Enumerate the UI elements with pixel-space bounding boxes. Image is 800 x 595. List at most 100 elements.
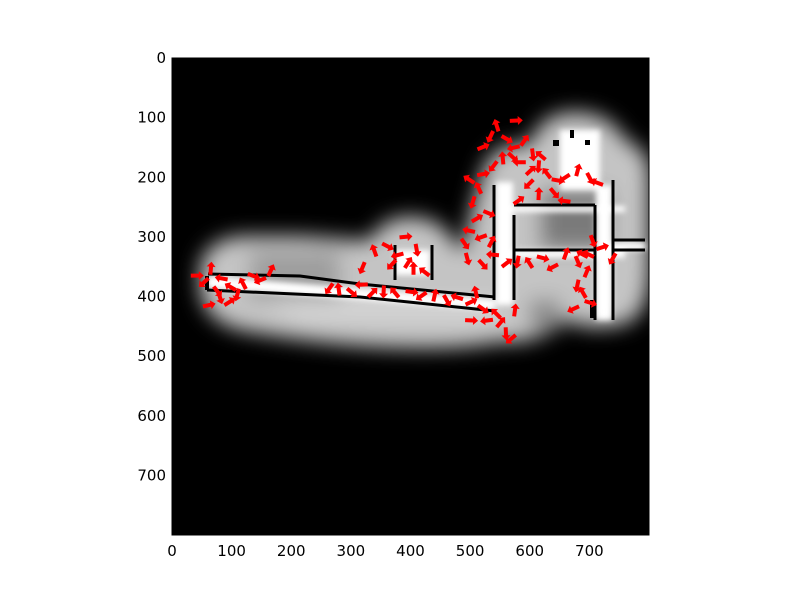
particle-arrow: [202, 300, 216, 310]
particle-arrow: [557, 196, 571, 206]
particle-arrow: [476, 169, 490, 179]
y-axis: 0 100 200 300 400 500 600 700: [137, 49, 176, 484]
particle-arrow: [576, 249, 589, 259]
particle-arrow: [524, 178, 535, 189]
plot-area: 0 100 200 300 400 500 600 700 0 100 200 300 400 500 6…: [137, 49, 650, 560]
particle-arrow: [357, 261, 367, 275]
particle-arrow: [519, 134, 530, 147]
particle-arrow: [390, 251, 404, 260]
x-tick-label: 100: [217, 542, 246, 560]
particle-arrow: [548, 187, 559, 199]
particle-arrow: [387, 258, 398, 270]
particle-arrow: [354, 280, 368, 290]
particle-arrow: [223, 297, 236, 307]
x-tick-label: 600: [515, 542, 544, 560]
particle-arrow: [536, 254, 550, 263]
particle-arrow: [542, 167, 553, 180]
particle-arrow: [412, 243, 422, 257]
particle-arrow: [206, 261, 216, 275]
y-tick-label: 0: [156, 49, 166, 67]
particle-arrow: [366, 287, 378, 299]
particle-arrow: [471, 285, 480, 299]
particle-arrow: [334, 282, 343, 296]
particle-arrow: [510, 303, 520, 317]
particle-arrow: [491, 118, 501, 132]
particle-arrow: [379, 285, 389, 299]
particle-arrow: [462, 225, 476, 235]
particle-arrow: [567, 304, 580, 314]
particle-arrow: [198, 276, 210, 288]
particle-arrow: [528, 148, 538, 162]
x-tick-label: 300: [337, 542, 366, 560]
particle-arrow: [474, 233, 488, 243]
particle-arrow: [534, 187, 544, 201]
particle-arrow: [491, 308, 502, 320]
particle-arrow: [459, 237, 470, 250]
x-tick-label: 0: [167, 542, 177, 560]
occupancy-map-image: [172, 58, 649, 535]
particle-arrow: [578, 286, 588, 299]
particle-arrow: [501, 327, 511, 341]
particle-arrow: [582, 265, 592, 278]
y-tick-label: 700: [137, 466, 166, 484]
particle-arrow: [488, 160, 499, 172]
particle-arrow: [463, 252, 473, 266]
particle-arrow: [232, 288, 242, 302]
particle-arrow: [486, 235, 497, 249]
particle-arrow: [238, 277, 248, 290]
particle-arrow: [595, 242, 609, 252]
particle-arrow: [506, 143, 521, 153]
particle-arrow: [224, 282, 237, 292]
particle-arrow: [482, 209, 496, 219]
particle-arrow: [476, 142, 490, 152]
particle-arrow: [409, 261, 418, 275]
particle-arrow: [558, 172, 571, 183]
particle-arrow: [506, 151, 518, 162]
particle-arrow: [419, 267, 431, 278]
x-axis: 0 100 200 300 400 500 600 700: [167, 531, 604, 560]
particle-arrow: [442, 294, 452, 307]
particle-arrow: [430, 288, 440, 302]
particle-arrow: [509, 115, 523, 125]
particle-arrow: [216, 291, 225, 305]
particle-arrow: [369, 244, 379, 258]
particle-arrow: [485, 130, 495, 143]
particle-arrow: [546, 262, 559, 273]
particle-arrow: [345, 286, 358, 298]
particle-arrow: [390, 287, 401, 299]
particle-arrow: [324, 282, 335, 295]
particle-arrow: [214, 273, 228, 283]
particle-arrow: [505, 333, 518, 344]
y-tick-label: 100: [137, 109, 166, 127]
particle-arrow: [477, 258, 488, 270]
particle-arrow: [561, 247, 571, 261]
x-tick-label: 400: [396, 542, 425, 560]
y-tick-label: 300: [137, 228, 166, 246]
particle-arrow: [190, 271, 204, 281]
particle-arrow: [254, 276, 267, 286]
particle-arrow: [450, 292, 464, 302]
particle-arrow: [573, 163, 583, 177]
particle-arrow: [498, 151, 508, 165]
particle-arrow: [467, 195, 477, 209]
particle-arrow: [476, 303, 489, 314]
particle-arrow: [512, 157, 526, 167]
particle-arrow: [512, 195, 525, 206]
y-tick-label: 200: [137, 168, 166, 186]
x-tick-label: 500: [456, 542, 485, 560]
particle-arrow: [470, 213, 484, 224]
particle-arrow: [588, 234, 598, 248]
particle-arrow: [464, 297, 478, 307]
particle-arrow: [473, 181, 484, 195]
particle-arrow: [381, 241, 394, 252]
particle-arrow: [486, 250, 500, 260]
x-tick-label: 700: [575, 542, 604, 560]
particle-arrow: [524, 256, 535, 269]
particle-arrow: [500, 258, 513, 269]
particle-arrow: [405, 287, 419, 297]
particle-arrow: [415, 290, 428, 301]
y-tick-label: 600: [137, 407, 166, 425]
particle-series: [190, 115, 618, 344]
particle-arrow: [512, 255, 522, 269]
